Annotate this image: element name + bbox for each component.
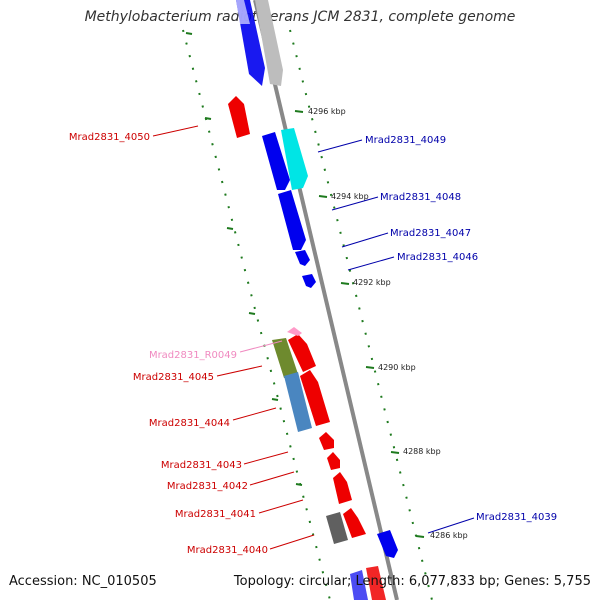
ruler-label: 4286 kbp [430, 531, 468, 540]
gene-arrow[interactable] [288, 334, 316, 372]
ruler-label: 4292 kbp [353, 278, 391, 287]
rrna-feature[interactable] [287, 327, 302, 336]
leader-line [317, 139, 363, 153]
gene-label[interactable]: Mrad2831_4045 [133, 372, 214, 383]
leader-line [232, 407, 277, 421]
map-title: Methylobacterium radiotolerans JCM 2831,… [84, 9, 516, 25]
ruler-label: 4296 kbp [308, 107, 346, 116]
ruler-tick [415, 535, 425, 538]
leader-line [427, 517, 475, 534]
gene-label[interactable]: Mrad2831_4044 [149, 418, 230, 429]
leader-line [152, 125, 199, 137]
ruler-label: 4290 kbp [378, 363, 416, 372]
ruler-tick [204, 117, 212, 120]
ruler-label: 4288 kbp [403, 447, 441, 456]
gene-arrow[interactable] [228, 96, 250, 138]
gene-arrow[interactable] [366, 566, 386, 600]
gene-label[interactable]: Mrad2831_4041 [175, 509, 256, 520]
genome-summary: Topology: circular; Length: 6,077,833 bp… [233, 574, 591, 589]
reverse-strand-features [228, 96, 366, 538]
leader-line [216, 365, 263, 377]
leader-line [249, 471, 295, 486]
leader-line [239, 340, 283, 353]
gene-label[interactable]: Mrad2831_4040 [187, 545, 268, 556]
gene-arrow[interactable] [327, 452, 340, 470]
ruler-label: 4294 kbp [331, 192, 369, 201]
gene-label[interactable]: Mrad2831_R0049 [149, 350, 237, 361]
gene-arrow[interactable] [295, 250, 310, 266]
gene-arrow[interactable] [278, 190, 306, 250]
gene-label[interactable]: Mrad2831_4047 [390, 228, 471, 239]
gene-arrow[interactable] [377, 530, 398, 558]
gene-label[interactable]: Mrad2831_4049 [365, 135, 446, 146]
ruler-labels: 4296 kbp 4294 kbp 4292 kbp 4290 kbp 4288… [308, 107, 468, 540]
leader-line [243, 451, 289, 465]
leader-line [347, 256, 395, 271]
label-leaders [152, 125, 475, 550]
gene-arrow[interactable] [300, 370, 330, 426]
ruler-tick [365, 366, 375, 369]
gene-arrow[interactable] [272, 338, 298, 378]
gene-arrow[interactable] [236, 0, 250, 24]
gene-labels: Mrad2831_4050 Mrad2831_4049 Mrad2831_404… [69, 132, 557, 556]
gene-arrow[interactable] [350, 570, 368, 600]
ruler-tick [340, 282, 350, 285]
gene-label[interactable]: Mrad2831_4043 [161, 460, 242, 471]
forward-strand-features [236, 0, 398, 558]
gene-arrow[interactable] [326, 512, 348, 544]
gene-label[interactable]: Mrad2831_4048 [380, 192, 461, 203]
ruler-tick [390, 451, 400, 454]
leader-line [331, 196, 379, 211]
genome-backbone [253, 0, 399, 600]
leader-line [269, 534, 315, 550]
gene-arrow[interactable] [343, 508, 366, 538]
ruler-tick [295, 483, 303, 486]
bottom-features [350, 566, 386, 600]
gene-label[interactable]: Mrad2831_4039 [476, 512, 557, 523]
ruler-tick [248, 312, 256, 315]
gene-label[interactable]: Mrad2831_4050 [69, 132, 150, 143]
ruler-tick [226, 227, 234, 230]
gene-arrow[interactable] [281, 128, 308, 190]
gene-arrow[interactable] [333, 472, 352, 504]
gene-arrow[interactable] [262, 132, 290, 190]
ruler-tick [294, 110, 304, 113]
ruler-tick [185, 32, 193, 35]
ruler-tick [271, 398, 279, 401]
gene-arrow[interactable] [284, 372, 312, 432]
gene-arrow[interactable] [302, 274, 316, 288]
accession-label: Accession: NC_010505 [9, 574, 157, 589]
leader-line [258, 499, 304, 514]
leader-line [341, 232, 389, 248]
gene-arrow[interactable] [319, 432, 334, 450]
ruler-major-ticks [185, 32, 425, 538]
other-features [272, 327, 348, 544]
gene-label[interactable]: Mrad2831_4046 [397, 252, 478, 263]
ruler-tick [318, 195, 328, 198]
gene-label[interactable]: Mrad2831_4042 [167, 481, 248, 492]
gene-arrow[interactable] [255, 0, 283, 86]
